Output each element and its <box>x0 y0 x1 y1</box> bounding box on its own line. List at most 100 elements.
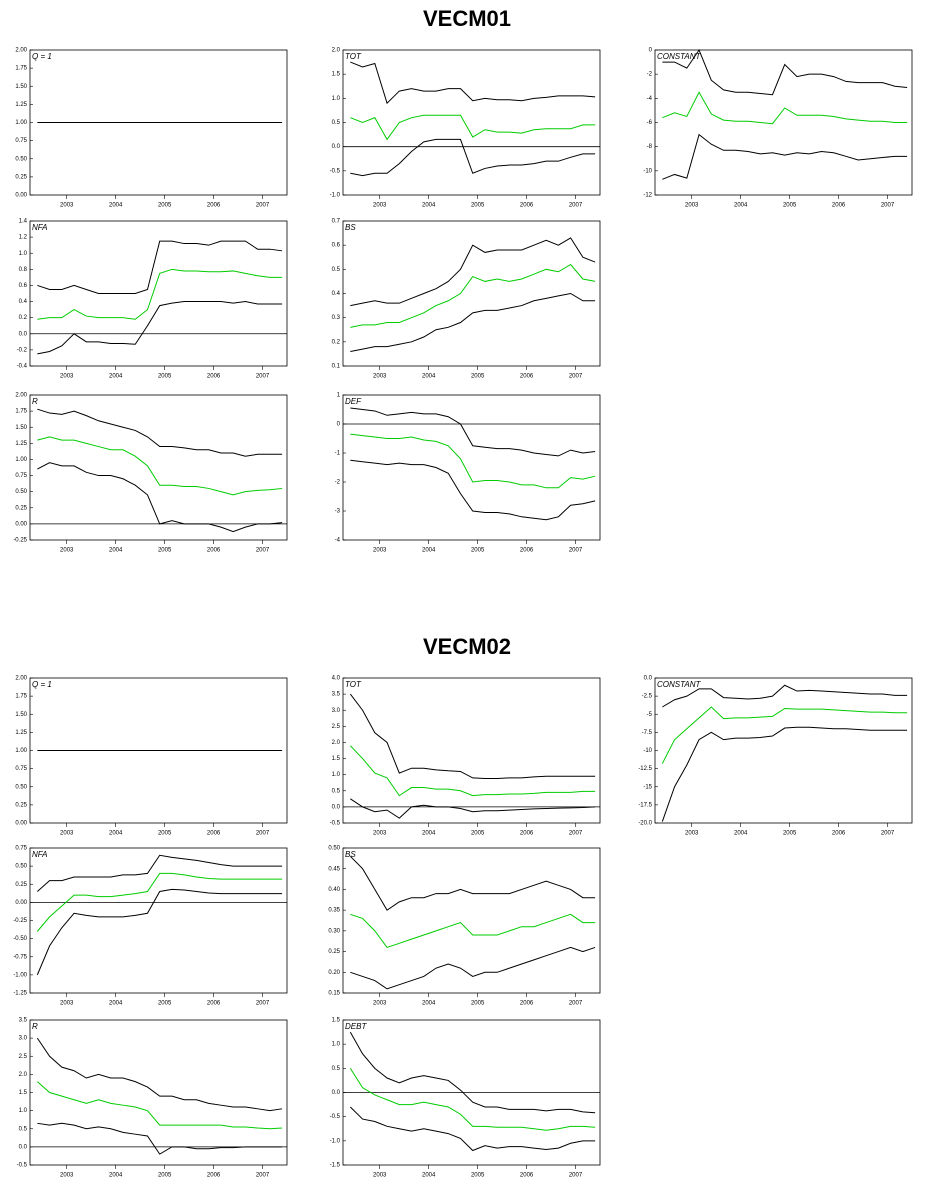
series-line <box>37 854 283 892</box>
y-tick-label: 0.1 <box>332 364 341 370</box>
y-tick-label: 0.0 <box>332 144 341 150</box>
y-tick-label: 0.75 <box>15 138 27 144</box>
y-tick-label: -5 <box>647 712 653 718</box>
x-tick-label: 2007 <box>256 1173 270 1177</box>
panel-label: Q = 1 <box>32 52 52 61</box>
series-line <box>662 48 908 96</box>
series-line <box>350 798 596 819</box>
y-tick-label: -1.0 <box>330 193 341 199</box>
y-tick-label: -0.50 <box>13 936 27 942</box>
x-tick-label: 2003 <box>373 374 387 380</box>
panel-label: Q = 1 <box>32 680 52 689</box>
y-tick-label: 0.0 <box>332 1090 341 1096</box>
series-line <box>350 407 596 457</box>
y-tick-label: 0 <box>649 48 653 54</box>
panel-label: BS <box>345 223 356 232</box>
panel-label: NFA <box>32 223 47 232</box>
x-tick-label: 2007 <box>569 374 583 380</box>
y-tick-label: 3.0 <box>19 1036 28 1042</box>
y-tick-label: -1.5 <box>330 1163 341 1169</box>
series-line <box>350 61 596 105</box>
y-tick-label: -12.5 <box>638 766 652 772</box>
x-tick-label: 2005 <box>158 831 172 837</box>
x-tick-label: 2005 <box>158 1001 172 1007</box>
y-tick-label: -3 <box>335 509 341 515</box>
x-tick-label: 2005 <box>471 831 485 837</box>
y-tick-label: 0.00 <box>15 821 27 827</box>
series-line <box>661 726 908 822</box>
plot-frame <box>342 677 601 824</box>
y-tick-label: 3.5 <box>19 1018 28 1024</box>
y-tick-label: -0.4 <box>17 364 28 370</box>
y-tick-label: 0.00 <box>15 900 27 906</box>
y-tick-label: -0.25 <box>13 918 27 924</box>
y-tick-label: 4.0 <box>332 676 341 682</box>
y-tick-label: 0.75 <box>15 766 27 772</box>
x-tick-label: 2003 <box>373 1173 387 1177</box>
series-line <box>350 138 596 177</box>
plot-frame <box>29 220 288 367</box>
x-tick-label: 2006 <box>520 203 534 209</box>
series-line <box>350 263 596 328</box>
y-tick-label: 1 <box>337 393 341 399</box>
y-tick-label: -0.5 <box>330 821 341 827</box>
y-tick-label: -2.5 <box>642 694 653 700</box>
plot-frame <box>342 394 601 541</box>
figure-title: VECM01 <box>423 6 511 31</box>
x-tick-label: 2007 <box>569 1173 583 1177</box>
x-tick-label: 2003 <box>373 831 387 837</box>
x-tick-label: 2005 <box>158 203 172 209</box>
y-tick-label: 0.6 <box>332 243 341 249</box>
y-tick-label: 2.0 <box>332 740 341 746</box>
y-tick-label: 1.00 <box>15 120 27 126</box>
y-tick-label: 0.7 <box>332 219 341 225</box>
panel-label: TOT <box>345 52 362 61</box>
y-tick-label: 1.25 <box>15 441 27 447</box>
y-tick-label: 1.50 <box>15 84 27 90</box>
x-tick-label: 2003 <box>60 374 74 380</box>
y-tick-label: 0.45 <box>328 866 340 872</box>
series-line <box>350 114 596 141</box>
y-tick-label: -6 <box>647 120 653 126</box>
x-tick-label: 2007 <box>569 831 583 837</box>
x-tick-label: 2005 <box>471 1001 485 1007</box>
y-tick-label: 1.00 <box>15 457 27 463</box>
series-line <box>37 436 283 496</box>
x-tick-label: 2007 <box>569 203 583 209</box>
x-tick-label: 2005 <box>158 548 172 554</box>
y-tick-label: 0.75 <box>15 473 27 479</box>
x-tick-label: 2006 <box>207 374 221 380</box>
x-tick-label: 2007 <box>569 1001 583 1007</box>
y-tick-label: 0.50 <box>328 846 340 852</box>
y-tick-label: 0.25 <box>15 882 27 888</box>
x-tick-label: 2003 <box>60 548 74 554</box>
series-line <box>350 946 596 990</box>
y-tick-label: 1.0 <box>332 96 341 102</box>
y-tick-label: 0.15 <box>328 991 340 997</box>
y-tick-label: 1.50 <box>15 425 27 431</box>
y-tick-label: 2.00 <box>15 393 27 399</box>
y-tick-label: -2 <box>335 480 341 486</box>
y-tick-label: -17.5 <box>638 802 652 808</box>
y-tick-label: 0.25 <box>15 802 27 808</box>
series-line <box>37 240 283 294</box>
x-tick-label: 2004 <box>422 1001 436 1007</box>
x-tick-label: 2006 <box>832 831 846 837</box>
y-tick-label: 0.5 <box>332 788 341 794</box>
x-tick-label: 2007 <box>256 374 270 380</box>
x-tick-label: 2006 <box>520 1001 534 1007</box>
x-tick-label: 2005 <box>471 1173 485 1177</box>
y-tick-label: -0.5 <box>330 1114 341 1120</box>
y-tick-label: 0.00 <box>15 521 27 527</box>
x-tick-label: 2004 <box>422 1173 436 1177</box>
x-tick-label: 2006 <box>207 548 221 554</box>
x-tick-label: 2007 <box>256 1001 270 1007</box>
x-tick-label: 2006 <box>207 1173 221 1177</box>
series-line <box>349 745 596 797</box>
x-tick-label: 2005 <box>471 203 485 209</box>
y-tick-label: 1.0 <box>19 251 28 257</box>
series-line <box>349 1031 596 1114</box>
y-tick-label: 0.0 <box>19 1144 28 1150</box>
series-line <box>349 855 596 911</box>
y-tick-label: 0.4 <box>332 291 341 297</box>
